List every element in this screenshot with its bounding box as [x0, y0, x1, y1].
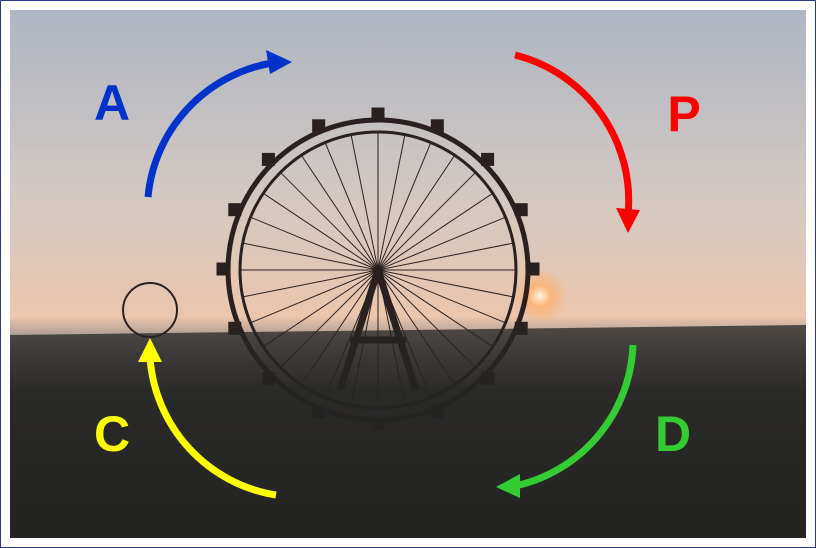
plan-label: P	[667, 86, 700, 142]
wheel-cabin	[482, 153, 494, 165]
wheel-cabin	[313, 120, 325, 132]
pdca-diagram: A P D C	[0, 0, 816, 548]
wheel-cabin	[229, 204, 241, 216]
do-label: D	[655, 406, 691, 462]
wheel-cabin	[217, 263, 229, 275]
act-label: A	[94, 75, 130, 131]
wheel-cabin	[262, 153, 274, 165]
check-label: C	[94, 406, 130, 462]
wheel-cabin	[372, 108, 384, 120]
wheel-cabin	[515, 204, 527, 216]
wheel-cabin	[431, 120, 443, 132]
wheel-cabin	[527, 263, 539, 275]
